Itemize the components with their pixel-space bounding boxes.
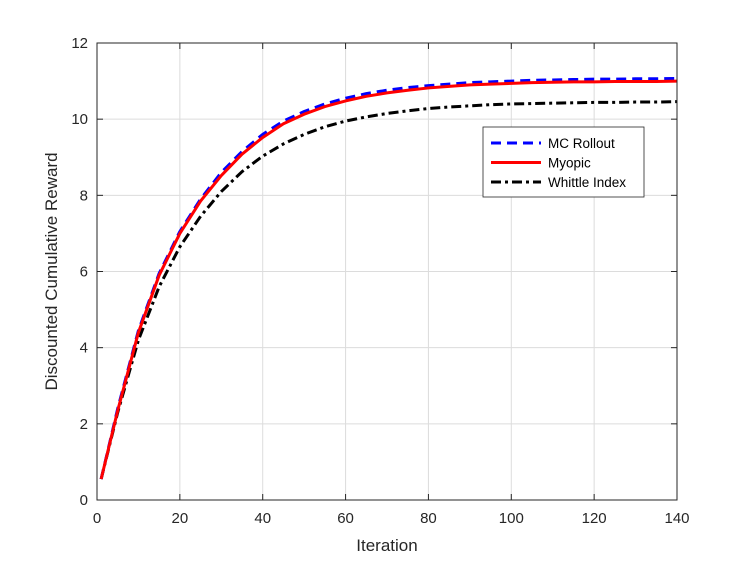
legend: MC Rollout Myopic Whittle Index xyxy=(482,126,645,198)
legend-label-mc-rollout: MC Rollout xyxy=(548,136,615,151)
y-tick-label: 4 xyxy=(80,340,88,357)
y-tick-label: 10 xyxy=(71,111,88,128)
x-axis-label: Iteration xyxy=(356,536,417,555)
y-tick-label: 8 xyxy=(80,187,88,204)
x-tick-label: 0 xyxy=(93,510,101,527)
legend-label-whittle-index: Whittle Index xyxy=(548,175,626,190)
y-tick-label: 2 xyxy=(80,416,88,433)
ticks xyxy=(96,42,678,501)
y-axis-label: Discounted Cumulative Reward xyxy=(42,152,61,390)
series-line-myopic xyxy=(99,79,678,480)
x-tick-label: 60 xyxy=(337,510,354,527)
y-tick-label: 0 xyxy=(80,492,88,509)
series-line-whittle-index xyxy=(99,100,678,480)
x-tick-label: 80 xyxy=(420,510,437,527)
series-layer xyxy=(99,76,678,480)
x-tick-label: 140 xyxy=(664,510,689,527)
legend-label-myopic: Myopic xyxy=(548,156,591,171)
x-tick-label: 20 xyxy=(172,510,189,527)
x-tick-label: 120 xyxy=(582,510,607,527)
x-tick-label: 100 xyxy=(499,510,524,527)
tick-labels: 0 20 40 60 80 100 120 140 0 2 4 6 8 10 12 xyxy=(71,35,689,527)
y-tick-label: 12 xyxy=(71,35,88,52)
y-tick-label: 6 xyxy=(80,264,88,281)
x-tick-label: 40 xyxy=(254,510,271,527)
